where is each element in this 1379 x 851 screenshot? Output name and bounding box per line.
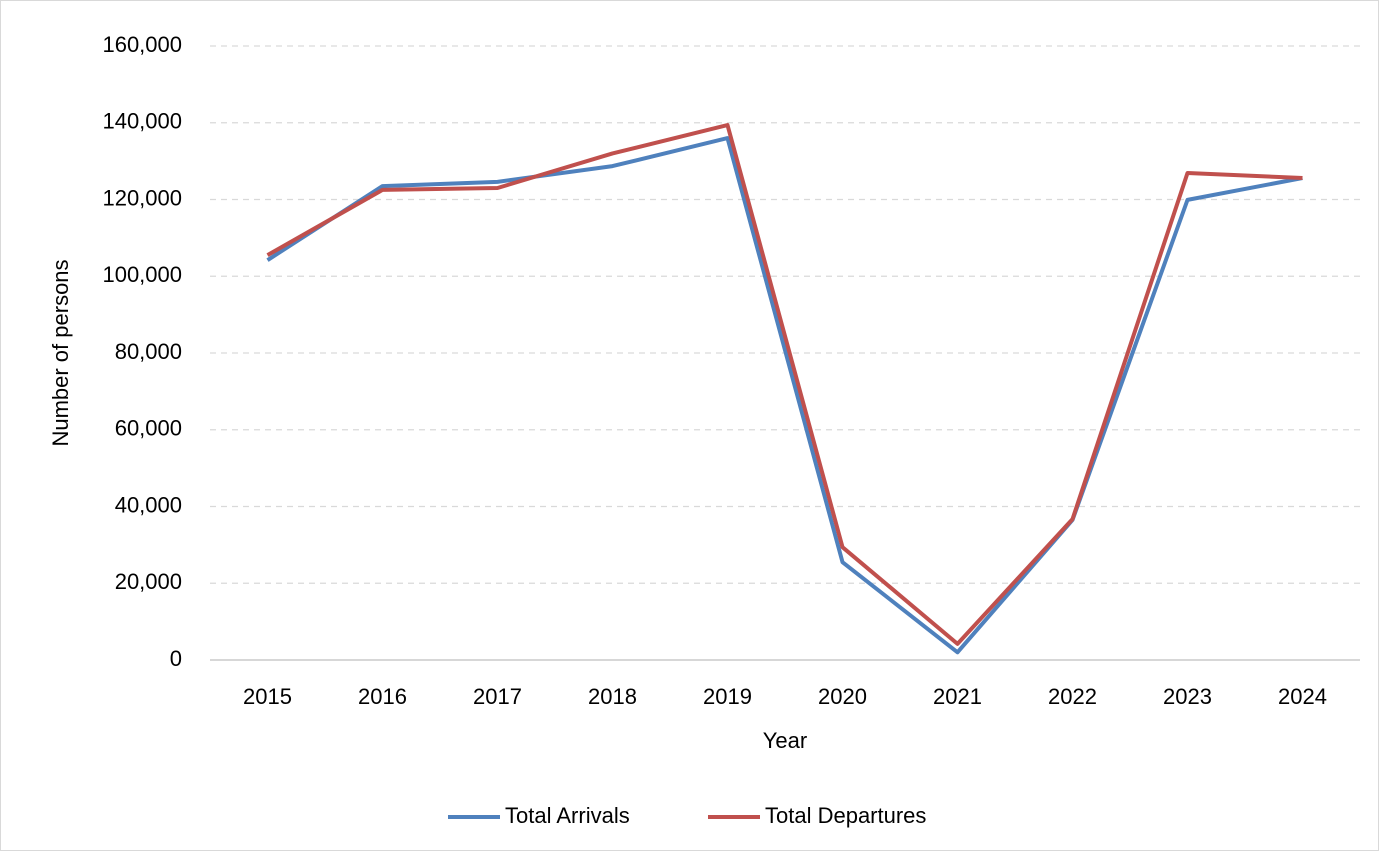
y-tick-label: 40,000	[115, 492, 182, 517]
x-tick-label: 2015	[243, 684, 292, 709]
y-tick-label: 140,000	[102, 109, 182, 134]
legend-label: Total Departures	[765, 803, 926, 828]
x-axis-label: Year	[763, 728, 807, 753]
x-tick-label: 2021	[933, 684, 982, 709]
y-axis-label: Number of persons	[48, 259, 73, 446]
y-tick-label: 160,000	[102, 32, 182, 57]
series-line	[266, 136, 1303, 655]
y-tick-label: 100,000	[102, 262, 182, 287]
x-tick-label: 2017	[473, 684, 522, 709]
x-tick-label: 2023	[1163, 684, 1212, 709]
y-tick-label: 120,000	[102, 185, 182, 210]
x-tick-label: 2016	[358, 684, 407, 709]
x-tick-label: 2024	[1278, 684, 1327, 709]
x-tick-label: 2019	[703, 684, 752, 709]
y-tick-label: 0	[170, 646, 182, 671]
y-tick-label: 60,000	[115, 416, 182, 441]
x-tick-label: 2018	[588, 684, 637, 709]
x-tick-label: 2020	[818, 684, 867, 709]
y-tick-label: 20,000	[115, 569, 182, 594]
y-tick-label: 80,000	[115, 339, 182, 364]
legend-label: Total Arrivals	[505, 803, 630, 828]
series-line	[266, 123, 1303, 646]
x-tick-label: 2022	[1048, 684, 1097, 709]
